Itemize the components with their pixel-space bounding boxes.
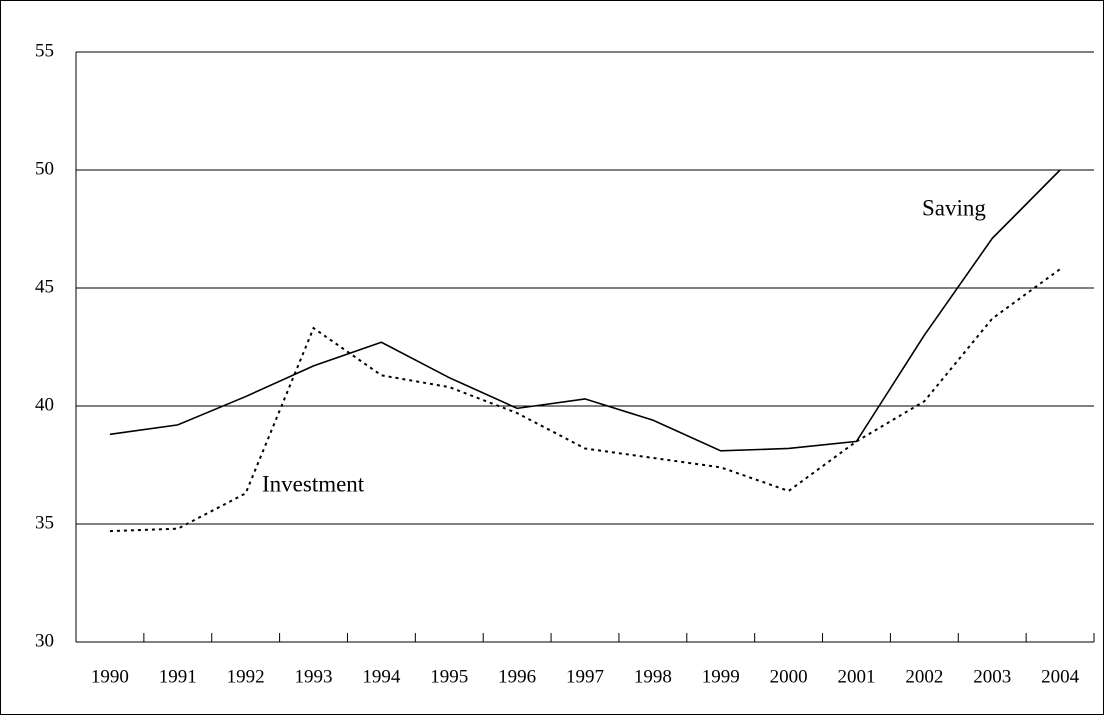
y-tick-label: 30 xyxy=(35,630,54,651)
x-tick-label: 1992 xyxy=(227,666,265,687)
series-label: Investment xyxy=(262,471,365,496)
x-tick-label: 1996 xyxy=(498,666,536,687)
x-tick-label: 1993 xyxy=(295,666,333,687)
x-tick-label: 2000 xyxy=(770,666,808,687)
y-tick-label: 50 xyxy=(35,158,54,179)
x-tick-label: 2003 xyxy=(973,666,1011,687)
x-tick-label: 1997 xyxy=(566,666,604,687)
x-tick-label: 1998 xyxy=(634,666,672,687)
x-tick-label: 1991 xyxy=(159,666,197,687)
y-tick-label: 40 xyxy=(35,394,54,415)
x-tick-label: 2002 xyxy=(905,666,943,687)
x-tick-label: 2004 xyxy=(1041,666,1080,687)
series-line xyxy=(109,268,1061,533)
x-tick-label: 1999 xyxy=(702,666,740,687)
x-tick-label: 1990 xyxy=(91,666,129,687)
y-tick-label: 35 xyxy=(35,512,54,533)
y-tick-label: 55 xyxy=(35,40,54,61)
series-label: Saving xyxy=(922,195,986,220)
x-tick-label: 2001 xyxy=(837,666,875,687)
series-line xyxy=(109,169,1061,452)
x-tick-label: 1994 xyxy=(362,666,401,687)
x-tick-label: 1995 xyxy=(430,666,468,687)
y-tick-label: 45 xyxy=(35,276,54,297)
